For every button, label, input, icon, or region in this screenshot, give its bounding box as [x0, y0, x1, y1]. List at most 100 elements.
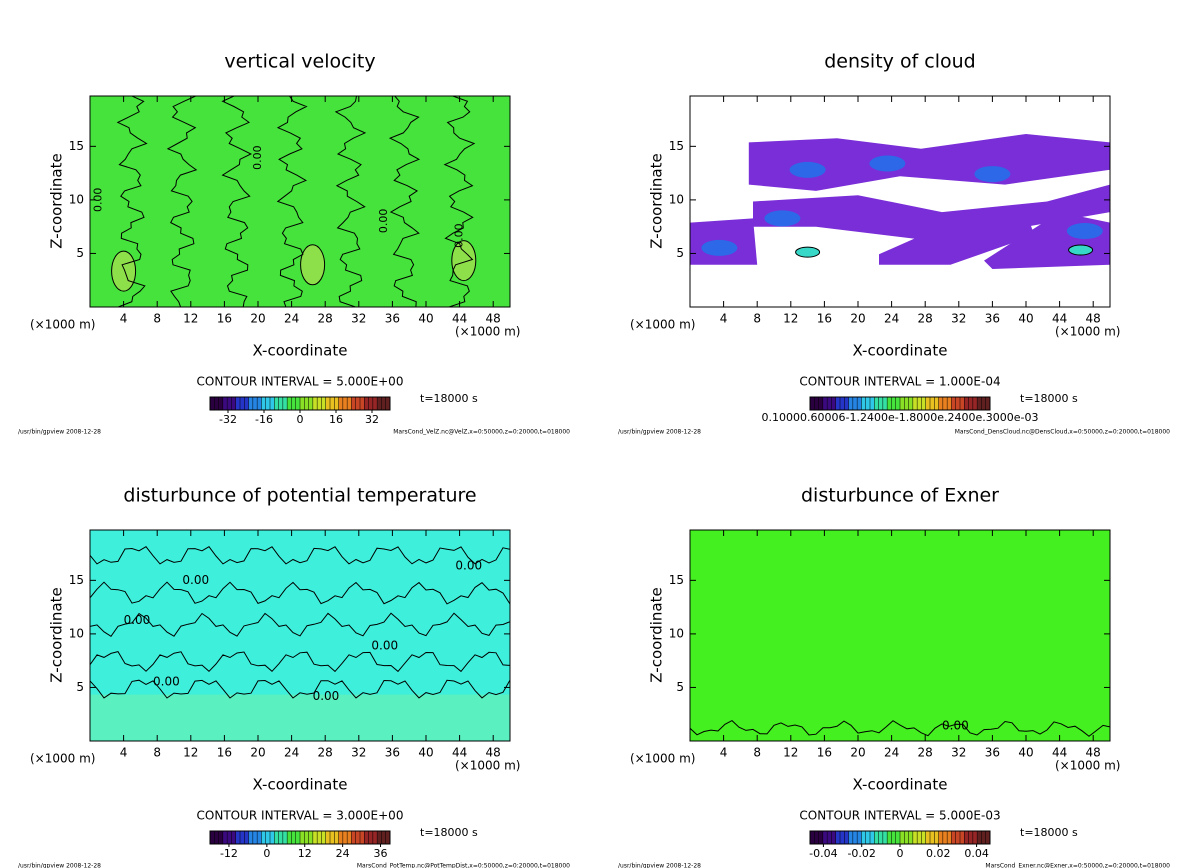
colorbar-swatch: [364, 831, 378, 844]
colorbar-swatch: [912, 397, 927, 410]
contour-label: 0.00: [91, 188, 104, 213]
colorbar-swatch: [377, 831, 391, 844]
colorbar-swatch: [835, 831, 849, 844]
footer-right: MarsCond_VelZ.nc@VelZ,x=0:50000,z=0:2000…: [393, 429, 570, 436]
x-tick-label: 48: [486, 312, 501, 326]
x-tick-label: 20: [250, 746, 265, 760]
y-tick-label: 5: [76, 246, 84, 260]
x-tick-label: 24: [284, 312, 299, 326]
contour-interval: CONTOUR INTERVAL = 3.000E+00: [197, 809, 404, 823]
x-tick-label: 28: [318, 746, 333, 760]
contour-label: 0.00: [942, 719, 969, 733]
colorbar-swatch: [861, 397, 875, 410]
colorbar-tick-label: -0.04: [809, 847, 837, 860]
x-tick-label: 4: [720, 312, 728, 326]
x-tick-label: 36: [985, 746, 1000, 760]
x-tick-label: 36: [385, 746, 400, 760]
cloud-core: [1068, 244, 1094, 256]
panel-title: vertical velocity: [224, 51, 375, 73]
x-unit-label: (×1000 m): [30, 318, 95, 332]
colorbar-tick-label: 24: [336, 847, 350, 860]
time-label: t=18000 s: [1020, 392, 1078, 405]
x-tick-label: 44: [1052, 746, 1067, 760]
field: 0.00 0.00 0.00 0.00: [90, 96, 510, 307]
x-tick-label: 16: [817, 312, 832, 326]
x-tick-label: 48: [1086, 746, 1101, 760]
cloud-core: [764, 210, 801, 227]
contour-label: 0.00: [251, 145, 264, 170]
x-unit-label: (×1000 m): [30, 752, 95, 766]
colorbar-swatch: [300, 397, 314, 410]
colorbar-swatch: [248, 397, 262, 410]
field: 0.00 0.00 0.00 0.00 0.00 0.00: [90, 530, 510, 741]
colorbar-swatch: [810, 831, 824, 844]
time-label: t=18000 s: [420, 826, 478, 839]
y-tick-label: 15: [69, 573, 84, 587]
colorbar-tick-label: -0.02: [847, 847, 875, 860]
x-axis-label: X-coordinate: [253, 342, 348, 360]
x-tick-label: 12: [183, 312, 198, 326]
x-tick-label: 24: [284, 746, 299, 760]
colorbar-swatch: [364, 397, 378, 410]
colorbar-tick-label: -32: [219, 413, 237, 426]
contour-label: 0.00: [455, 558, 482, 572]
x-tick-label: 8: [753, 746, 761, 760]
colorbar-swatch: [900, 397, 914, 410]
x-tick-label: 44: [1052, 312, 1067, 326]
x-unit-label: (×1000 m): [630, 318, 695, 332]
x-tick-label: 44: [452, 312, 467, 326]
x-tick-label: 36: [385, 312, 400, 326]
time-label: t=18000 s: [420, 392, 478, 405]
colorbar-swatch: [977, 397, 991, 410]
colorbar-swatch: [925, 831, 939, 844]
contour-interval: CONTOUR INTERVAL = 1.000E-04: [799, 375, 1000, 389]
colorbar-swatch: [312, 397, 327, 410]
colorbar-swatch: [210, 831, 224, 844]
x-tick-label: 8: [153, 746, 161, 760]
contour-interval: CONTOUR INTERVAL = 5.000E+00: [197, 375, 404, 389]
x-tick-label: 8: [153, 312, 161, 326]
colorbar-swatch: [874, 397, 888, 410]
panel-title: disturbunce of potential temperature: [123, 485, 476, 507]
x-tick-label: 12: [783, 746, 798, 760]
y-axis-label: Z-coordinate: [48, 153, 66, 248]
x-tick-label: 16: [817, 746, 832, 760]
contour-label: 0.00: [124, 613, 151, 627]
colorbar-swatch: [261, 397, 275, 410]
colorbar-swatch: [235, 831, 249, 844]
panel: disturbunce of potential temperature 0.00…: [18, 485, 570, 868]
x-tick-label: 40: [1018, 312, 1033, 326]
colorbar-swatch: [848, 397, 862, 410]
x-tick-label: 4: [120, 312, 128, 326]
colorbar-tick-label: 0: [263, 847, 270, 860]
field: [690, 96, 1110, 307]
cloud-core: [789, 161, 826, 178]
x-tick-label: 40: [1018, 746, 1033, 760]
y-tick-label: 10: [669, 626, 684, 640]
cloud-core: [701, 239, 738, 256]
colorbar-swatch: [861, 831, 875, 844]
x-tick-label: 20: [250, 312, 265, 326]
contour-interval: CONTOUR INTERVAL = 5.000E-03: [799, 809, 1000, 823]
contour-line: [221, 96, 253, 307]
x-tick-label: 12: [183, 746, 198, 760]
footer-left: /usr/bin/gpview 2008-12-28: [18, 863, 101, 868]
colorbar-swatch: [248, 831, 262, 844]
cloud-core: [1066, 223, 1103, 240]
cloud-core: [869, 155, 906, 172]
footer-left: /usr/bin/gpview 2008-12-28: [18, 429, 101, 436]
colorbar-swatch: [312, 831, 327, 844]
x-tick-label: 16: [217, 312, 232, 326]
colorbar-swatch: [222, 397, 237, 410]
contour-line: [90, 612, 510, 637]
plot-frame: [689, 529, 1111, 742]
colorbar-swatch: [951, 397, 965, 410]
x-tick-label: 32: [951, 312, 966, 326]
x-tick-label: 40: [418, 312, 433, 326]
colorbar-swatch: [835, 397, 849, 410]
contour-label: 0.00: [453, 223, 466, 248]
colorbar-swatch: [210, 397, 224, 410]
x-tick-label: 28: [918, 746, 933, 760]
